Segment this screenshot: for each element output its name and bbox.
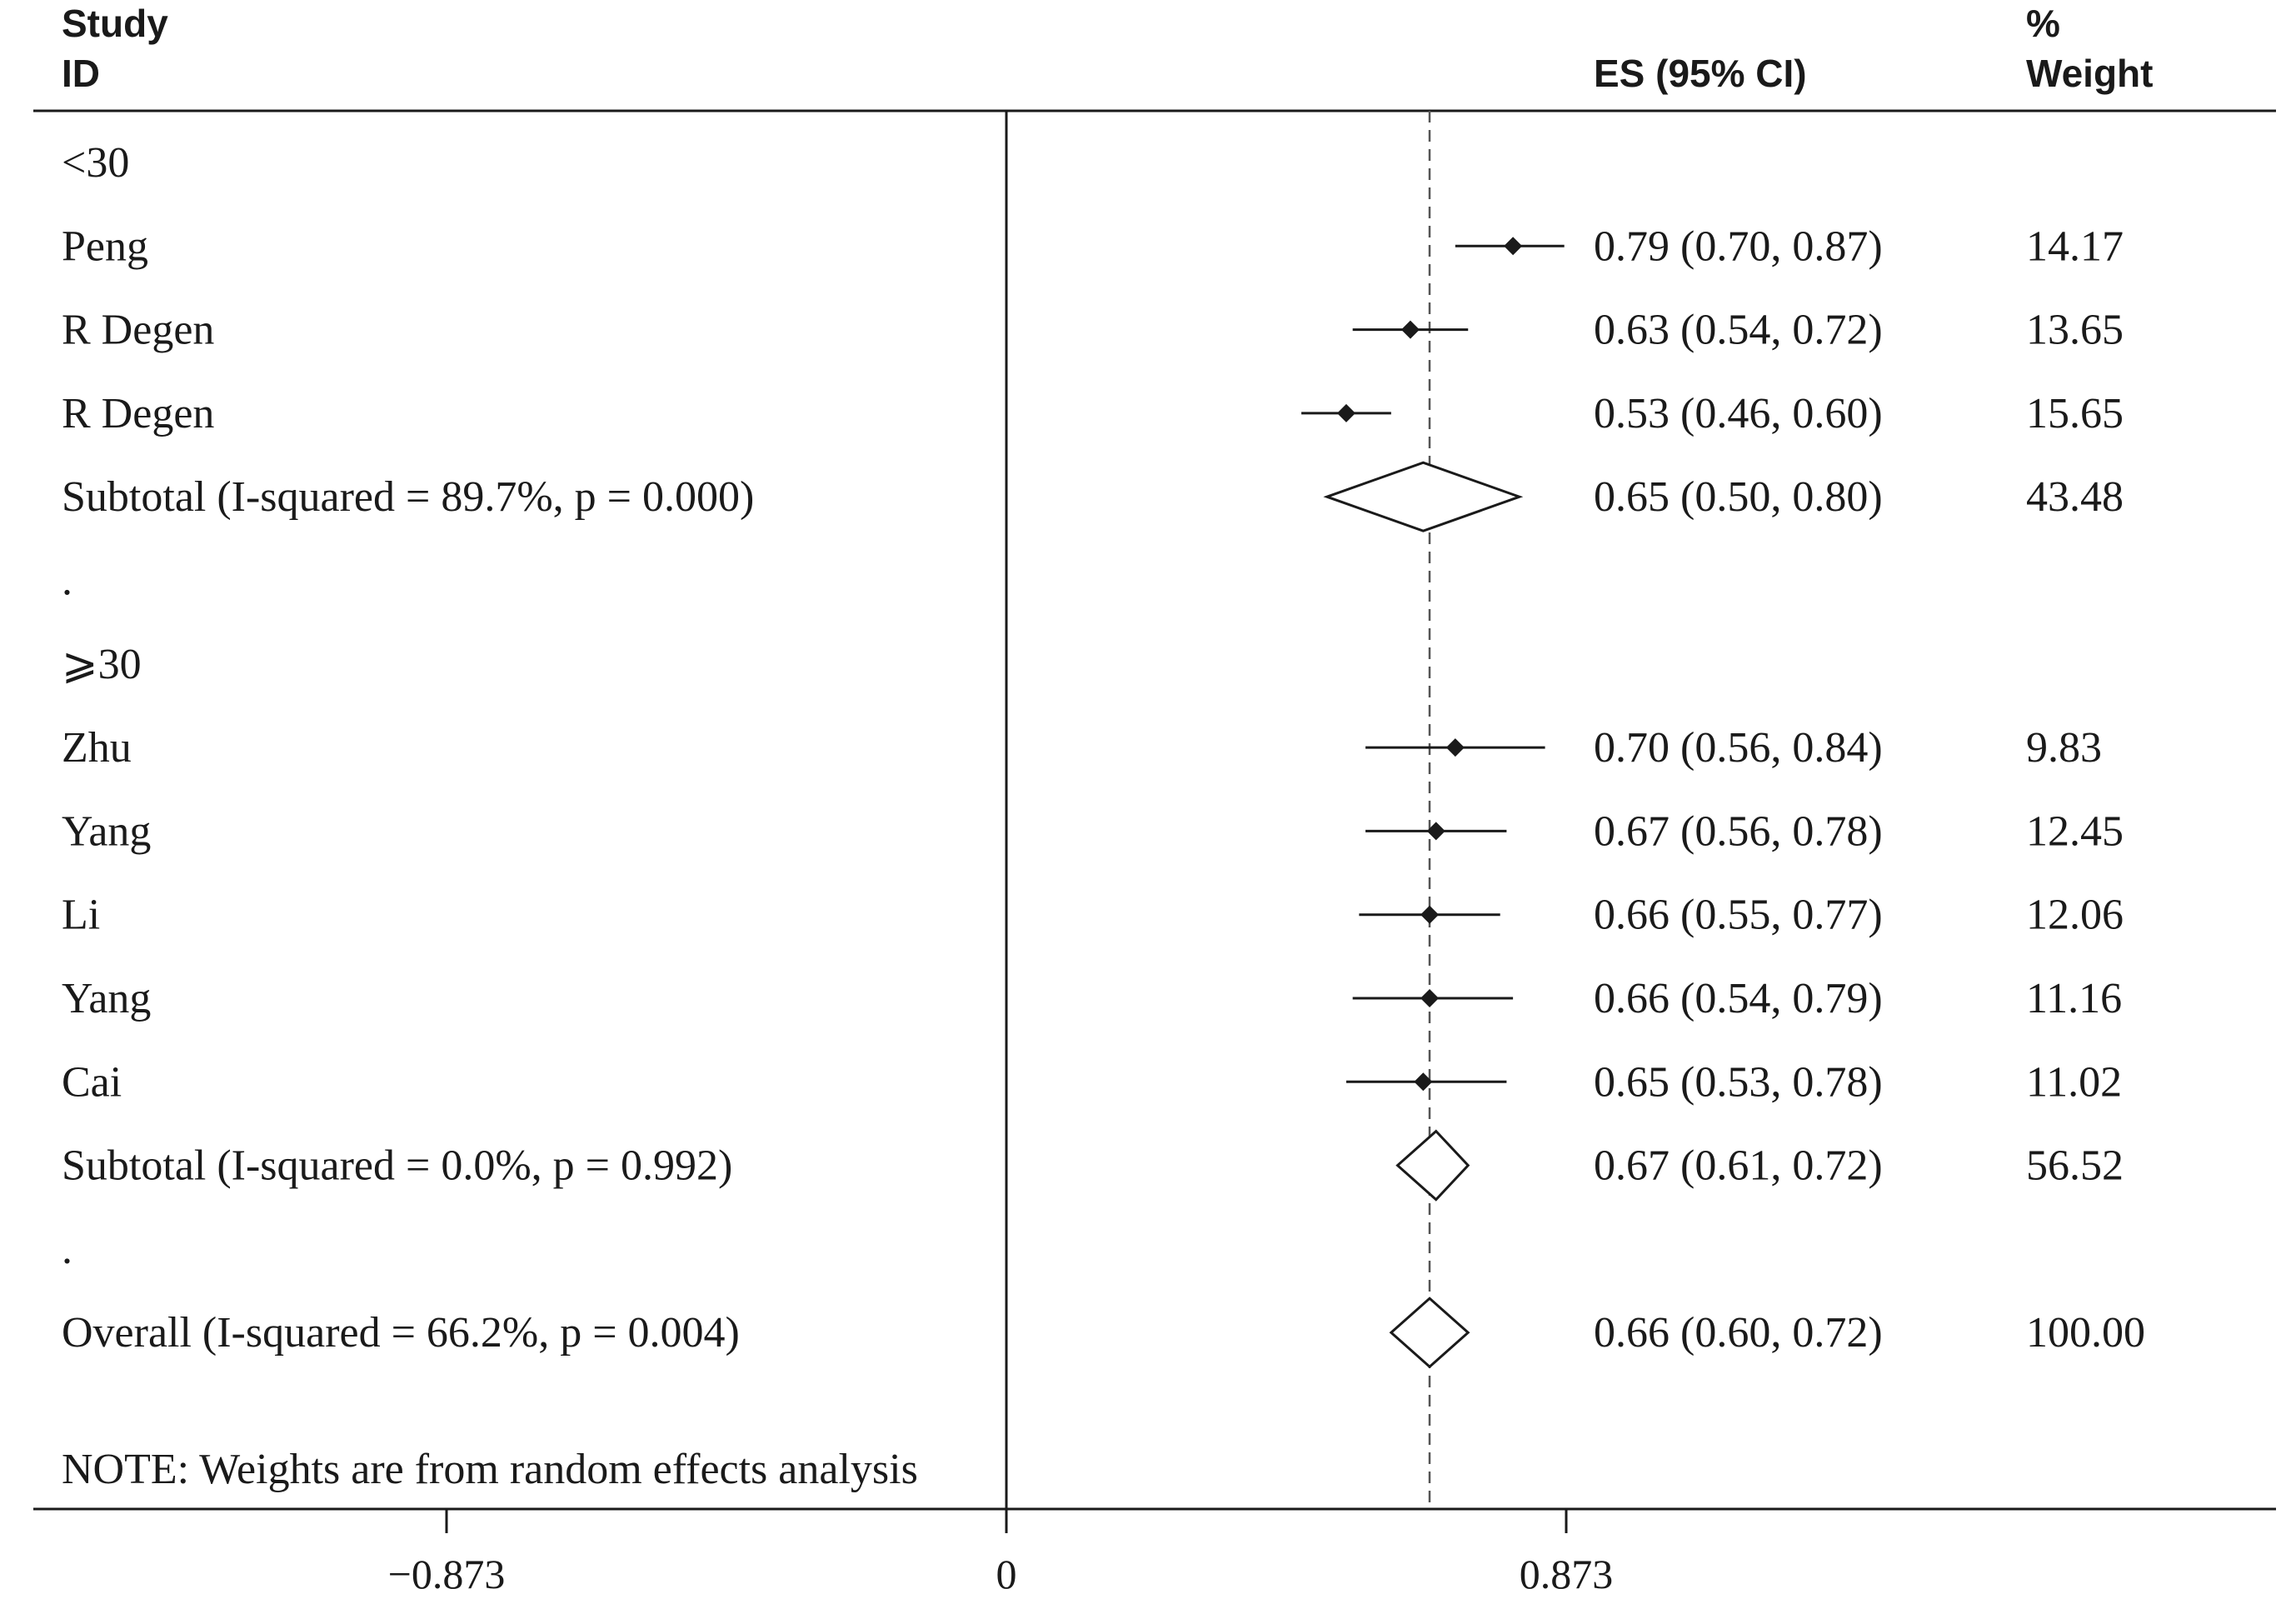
row-es-ci: 0.66 (0.60, 0.72): [1594, 1309, 1883, 1357]
row-label: Li: [62, 892, 100, 939]
row-es-ci: 0.66 (0.55, 0.77): [1594, 892, 1883, 939]
row-weight: 43.48: [2026, 473, 2124, 521]
row-weight: 11.02: [2026, 1058, 2122, 1106]
overall-diamond: [1389, 1297, 1470, 1369]
row-es-ci: 0.67 (0.61, 0.72): [1594, 1142, 1883, 1190]
row-label: Zhu: [62, 724, 132, 772]
row-weight: 15.65: [2026, 390, 2124, 437]
point-estimate: [1414, 1072, 1433, 1092]
row-label: Yang: [62, 807, 151, 855]
row-label: Peng: [62, 222, 148, 270]
point-estimate: [1504, 237, 1523, 256]
row-label: Subtotal (I-squared = 0.0%, p = 0.992): [62, 1142, 732, 1190]
x-axis-ticks: −0.873 0 0.873: [388, 1509, 1614, 1597]
row-es-ci: 0.63 (0.54, 0.72): [1594, 307, 1883, 354]
row-label: Overall (I-squared = 66.2%, p = 0.004): [62, 1309, 740, 1357]
row-es-ci: 0.53 (0.46, 0.60): [1594, 390, 1883, 437]
point-estimate: [1400, 320, 1420, 339]
point-estimate: [1420, 905, 1440, 924]
row-label: Yang: [62, 975, 151, 1022]
point-estimate: [1420, 989, 1440, 1007]
row-weight: 13.65: [2026, 307, 2124, 354]
subtotal-diamond: [1395, 1129, 1470, 1202]
point-estimate: [1336, 403, 1355, 422]
row-label: Subtotal (I-squared = 89.7%, p = 0.000): [62, 473, 754, 521]
row-weight: 12.45: [2026, 807, 2124, 855]
header-es: ES (95% CI): [1594, 52, 1807, 95]
row-label: .: [62, 1226, 72, 1273]
row-es-ci: 0.79 (0.70, 0.87): [1594, 222, 1883, 270]
x-tick-label: −0.873: [388, 1551, 506, 1597]
row-weight: 56.52: [2026, 1142, 2124, 1190]
row-weight: 14.17: [2026, 222, 2124, 270]
row-weight: 9.83: [2026, 724, 2102, 772]
header-percent: %: [2026, 2, 2060, 45]
x-tick-label: 0: [996, 1551, 1017, 1597]
row-label: .: [62, 557, 72, 605]
row-es-ci: 0.66 (0.54, 0.79): [1594, 975, 1883, 1022]
row-label: R Degen: [62, 307, 214, 354]
row-weight: 100.00: [2026, 1309, 2145, 1357]
footnote: NOTE: Weights are from random effects an…: [62, 1446, 918, 1493]
row-es-ci: 0.67 (0.56, 0.78): [1594, 807, 1883, 855]
rows-layer: <30 Peng 0.79 (0.70, 0.87) 14.17 R Degen 0.63…: [62, 139, 2145, 1369]
point-estimate: [1445, 738, 1465, 757]
x-tick-label: 0.873: [1520, 1551, 1614, 1597]
header-weight: Weight: [2026, 52, 2153, 95]
subtotal-diamond: [1323, 461, 1524, 532]
row-label: Cai: [62, 1058, 122, 1106]
row-es-ci: 0.70 (0.56, 0.84): [1594, 724, 1883, 772]
row-es-ci: 0.65 (0.50, 0.80): [1594, 473, 1883, 521]
header-id: ID: [62, 52, 100, 95]
row-weight: 11.16: [2026, 975, 2122, 1022]
header-study: Study: [62, 2, 168, 45]
row-weight: 12.06: [2026, 892, 2124, 939]
row-label: R Degen: [62, 390, 214, 437]
row-es-ci: 0.65 (0.53, 0.78): [1594, 1058, 1883, 1106]
point-estimate: [1426, 822, 1445, 841]
row-label: <30: [62, 139, 129, 187]
row-label: ⩾30: [62, 641, 142, 688]
